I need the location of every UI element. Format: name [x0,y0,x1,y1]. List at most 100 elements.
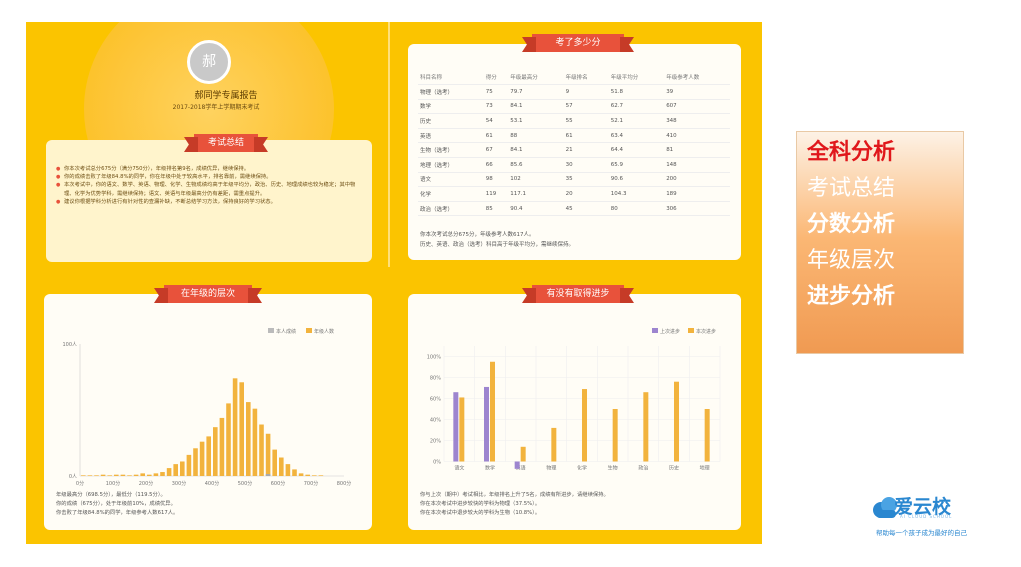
progress-bar [490,361,495,462]
x-tick-label: 英语 [516,465,526,472]
histogram-bar [252,408,258,476]
summary-list: 你本次考试总分675分（满分750分），年级排名第9名，成绩优异，继续保持。 你… [46,140,372,206]
x-tick-label: 600分 [271,480,286,487]
header-cell: 年级排名 [563,70,609,86]
x-tick-label: 语文 [454,465,464,472]
legend-swatch [306,328,312,333]
table-cell: 53.1 [508,113,564,129]
table-row: 政治（选考） 85 90.4 45 80 306 [418,201,730,217]
histogram-bar [259,424,264,476]
score-notes: 你本次考试总分675分，年级参考人数617人。 历史、英语、政治（选考）科目高于… [420,230,574,250]
header-cell: 年级参考人数 [664,70,730,86]
table-row: 历史 54 53.1 55 52.1 348 [418,113,730,129]
table-cell: 54 [483,113,509,129]
table-cell: 98 [483,172,509,188]
summary-item: 你的成绩击败了年级84.8%的同学，你在年级中处于较高水平，排名靠前，需继续保持… [56,173,362,181]
histogram-bar [173,464,178,476]
legend-label: 本次进步 [696,328,716,335]
section-menu: 全科分析 考试总结 分数分析 年级层次 进步分析 [796,131,964,354]
cloud-icon [873,497,897,518]
score-ribbon: 考了多少分 [532,34,624,52]
table-cell: 化学 [418,186,484,202]
table-row: 数学 73 84.1 57 62.7 607 [418,99,730,115]
table-row: 语文 98 102 35 90.6 200 [418,172,730,188]
self-marker-bar [265,474,271,476]
progress-note: 你在本次考试中进步较快的学科为物理（37.5%）。 [420,501,541,507]
table-cell: 61 [483,128,509,144]
table-cell: 90.6 [608,172,665,188]
legend-swatch [268,328,274,333]
table-cell: 52.1 [608,113,665,129]
menu-item-all-subjects[interactable]: 全科分析 [807,140,896,165]
progress-chart: 0% 20% 40% 60% 80% 100% 语文 数学 英语 物理 化学 生物 政治 历史 地理 上次进步… [427,328,721,472]
histogram-bar [279,457,284,476]
summary-item: 本次考试中，你的语文、数学、英语、物理、化学、生物成绩均高于年级平均分，政治、历… [56,181,362,197]
histogram-bar [292,469,297,476]
histogram-bar [81,475,86,476]
table-cell: 85 [483,201,509,217]
histogram-bar [312,475,317,476]
y-tick-label: 20% [430,439,441,445]
score-table: 科目名称 得分 年级最高分 年级排名 年级平均分 年级参考人数 物理（选考） 75… [418,70,730,217]
progress-bar [704,409,710,462]
brand-english: AI CLOUD SCHOOL [900,514,953,519]
histogram-bar [199,441,205,476]
summary-item: 你本次考试总分675分（满分750分），年级排名第9名，成绩优异，继续保持。 [56,165,362,173]
histogram-bar [100,474,106,476]
histogram-bar [226,403,231,476]
table-cell: 62.7 [608,99,665,115]
histogram-bar [298,473,304,476]
table-cell: 90.4 [508,201,564,217]
table-header-row: 科目名称 得分 年级最高分 年级排名 年级平均分 年级参考人数 [418,70,730,86]
table-cell: 84.1 [508,142,564,159]
y-tick-label: 40% [430,418,441,424]
histogram-bar [318,475,324,476]
histogram-bar [114,474,119,476]
progress-note: 你在本次考试中退步较大的学科为生物（10.8%）。 [420,510,541,516]
progress-bar [453,392,459,462]
x-tick-label: 500分 [238,480,253,487]
menu-item-grade-level[interactable]: 年级层次 [807,248,896,273]
table-cell: 80 [608,201,665,217]
histogram-bar [133,474,139,476]
table-cell: 30 [563,157,609,173]
table-cell: 64.4 [608,142,665,159]
table-cell: 语文 [418,172,484,188]
x-tick-label: 地理 [700,465,710,472]
histogram-bar [147,474,152,476]
histogram-bar [193,448,198,476]
table-cell: 英语 [418,128,484,144]
brand-logo: 爱云校 AI CLOUD SCHOOL 帮助每一个孩子成为最好的自己 [873,490,994,540]
histogram-notes: 年级最高分（698.5分），最低分（119.5分）。 你的成绩（675分），处于… [56,491,178,518]
brand-slogan: 帮助每一个孩子成为最好的自己 [876,529,967,537]
histogram-bar [285,464,291,476]
progress-bar [484,386,489,462]
progress-ribbon: 有没有取得进步 [532,285,624,303]
table-cell: 65.9 [608,157,665,173]
avatar: 郝 [187,40,231,84]
menu-item-progress-analysis[interactable]: 进步分析 [807,284,896,309]
progress-bar [612,409,618,462]
divider [388,22,390,267]
table-cell: 地理（选考） [418,157,484,173]
table-cell: 63.4 [608,128,665,144]
table-row: 英语 61 88 61 63.4 410 [418,128,730,144]
x-tick-label: 政治 [638,465,648,472]
histogram-bar [232,378,238,476]
table-cell: 数学 [418,99,484,115]
legend-label: 年级人数 [314,328,334,335]
table-cell: 57 [563,99,609,115]
table-row: 生物（选考） 67 84.1 21 64.4 81 [418,142,730,159]
menu-item-exam-summary[interactable]: 考试总结 [807,176,896,201]
y-tick-label: 0人 [69,474,77,480]
legend-label: 本人成绩 [276,328,296,335]
histogram-bar [107,475,112,476]
progress-note: 你与上次（期中）考试相比，年级排名上升了5名，成绩有所进步，请继续保持。 [420,492,609,498]
table-cell: 历史 [418,113,484,129]
x-tick-label: 800分 [337,480,352,487]
x-tick-label: 700分 [304,480,319,487]
x-tick-label: 400分 [205,480,220,487]
menu-item-score-analysis[interactable]: 分数分析 [807,212,896,237]
header-cell: 科目名称 [418,70,484,86]
x-tick-label: 历史 [669,465,679,472]
